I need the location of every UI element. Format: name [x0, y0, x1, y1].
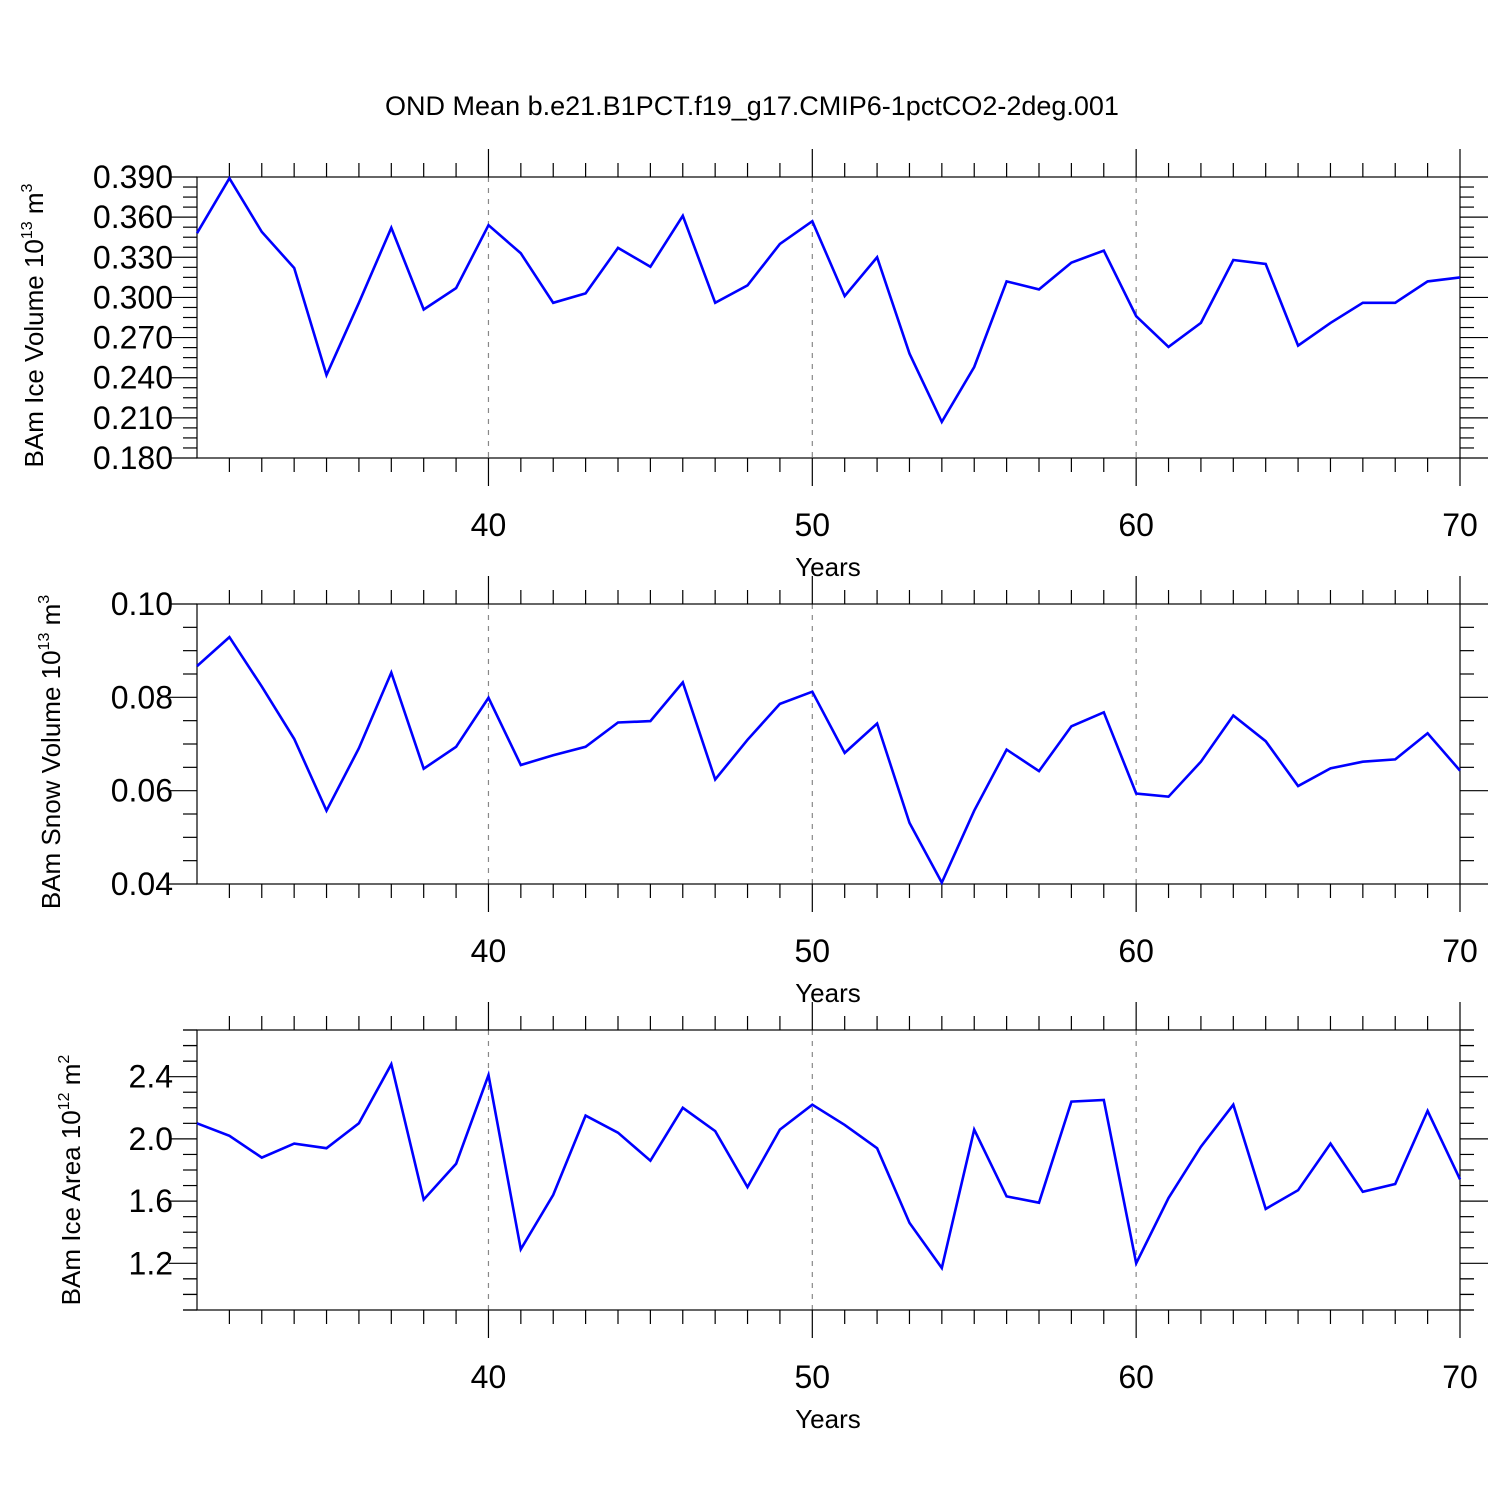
y-tick-label: 0.10	[111, 586, 173, 622]
y-tick-label: 0.210	[93, 400, 173, 436]
x-tick-label: 40	[471, 933, 507, 969]
y-axis-title: BAm Ice Area 1012 m2	[56, 1055, 86, 1306]
x-tick-label: 70	[1442, 507, 1478, 543]
panel-1: 40 50 60 70 Years 0.180 0.210 0.240 0.270 0.300 0.…	[19, 149, 1488, 582]
y-tick-label: 0.08	[111, 679, 173, 715]
series-line	[196, 1060, 1462, 1272]
y-tick-label: 0.270	[93, 320, 173, 356]
chart-panels: 40 50 60 70 Years 0.180 0.210 0.240 0.270 0.300 0.…	[19, 149, 1488, 1434]
y-tick-label: 0.360	[93, 199, 173, 235]
x-tick-label: 60	[1118, 507, 1154, 543]
y-tick-label: 0.330	[93, 239, 173, 275]
y-tick-label: 0.04	[111, 866, 173, 902]
x-tick-label: 40	[471, 507, 507, 543]
y-tick-label: 0.300	[93, 279, 173, 315]
y-tick-label: 0.180	[93, 440, 173, 476]
x-tick-label: 50	[795, 933, 831, 969]
series-line	[196, 635, 1461, 886]
y-axis-title: BAm Ice Volume 1013 m3	[19, 183, 49, 467]
x-axis-title: Years	[795, 1404, 861, 1434]
x-tick-label: 60	[1118, 1359, 1154, 1395]
y-tick-label: 1.2	[129, 1245, 173, 1281]
y-axis-title: BAm Snow Volume 1013 m3	[36, 595, 66, 909]
x-tick-label: 70	[1442, 933, 1478, 969]
plot-frame	[196, 176, 1461, 459]
y-tick-label: 2.4	[129, 1059, 173, 1095]
y-tick-label: 0.240	[93, 360, 173, 396]
x-tick-label: 70	[1442, 1359, 1478, 1395]
x-tick-label: 40	[471, 1359, 507, 1395]
y-tick-label: 1.6	[129, 1183, 173, 1219]
x-tick-label: 60	[1118, 933, 1154, 969]
series-line	[195, 175, 1461, 425]
panel-3: 40 50 60 70 Years 1.2 1.6 2.0 2.4 BAm Ice Area 10…	[56, 1002, 1488, 1434]
y-tick-label: 0.06	[111, 773, 173, 809]
x-axis-title: Years	[795, 552, 861, 582]
plot-frame	[196, 603, 1461, 885]
chart-title: OND Mean b.e21.B1PCT.f19_g17.CMIP6-1pctC…	[385, 91, 1119, 121]
y-tick-label: 0.390	[93, 159, 173, 195]
x-tick-label: 50	[795, 507, 831, 543]
panel-2: 40 50 60 70 Years 0.04 0.06 0.08 0.10 BAm Snow Vo…	[36, 576, 1488, 1008]
x-tick-label: 50	[795, 1359, 831, 1395]
x-axis-title: Years	[795, 978, 861, 1008]
y-tick-label: 2.0	[129, 1121, 173, 1157]
